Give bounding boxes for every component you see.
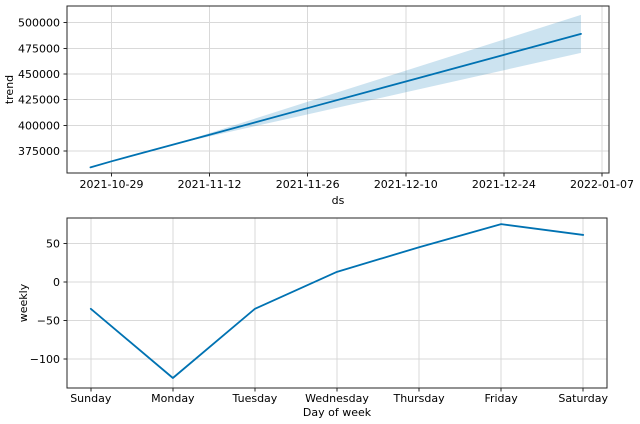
trend-component-xlabel: ds [332, 194, 345, 207]
weekly-component-axes: Sunday Monday Tuesday Wednesday Thursday Frid… [17, 217, 608, 419]
y-tick-label: 400000 [18, 119, 60, 132]
x-tick-label: 2021-12-10 [374, 178, 438, 191]
weekly-component-xlabel: Day of week [303, 406, 372, 419]
x-tick-label: Monday [151, 392, 195, 405]
trend-component-axes: 2021-10-29 2021-11-12 2021-11-26 2021-12-10… [3, 5, 634, 207]
x-tick-label: Wednesday [305, 392, 369, 405]
y-tick-label: 450000 [18, 68, 60, 81]
y-tick-label: 0 [53, 276, 60, 289]
trend-line [89, 33, 582, 169]
x-tick-label: Thursday [392, 392, 445, 405]
y-tick-label: 500000 [18, 17, 60, 30]
uncertainty-band [174, 14, 581, 145]
x-tick-label: Friday [484, 392, 518, 405]
x-tick-label: 2021-11-12 [178, 178, 242, 191]
weekly-component-ylabel: weekly [17, 283, 30, 322]
y-tick-label: −50 [37, 314, 60, 327]
y-tick-label: −100 [30, 353, 60, 366]
x-tick-label: Saturday [558, 392, 608, 405]
x-tick-label: Tuesday [232, 392, 278, 405]
x-tick-label: 2021-10-29 [80, 178, 144, 191]
y-tick-label: 375000 [18, 145, 60, 158]
y-tick-label: 425000 [18, 94, 60, 107]
trend-component-ylabel: trend [3, 75, 16, 104]
x-tick-label: 2021-11-26 [276, 178, 340, 191]
y-tick-label: 475000 [18, 42, 60, 55]
x-tick-label: Sunday [70, 392, 112, 405]
x-tick-label: 2022-01-07 [570, 178, 634, 191]
axes-spines [66, 5, 610, 174]
weekly-line [89, 223, 585, 379]
y-tick-label: 50 [46, 237, 60, 250]
x-tick-label: 2021-12-24 [472, 178, 536, 191]
